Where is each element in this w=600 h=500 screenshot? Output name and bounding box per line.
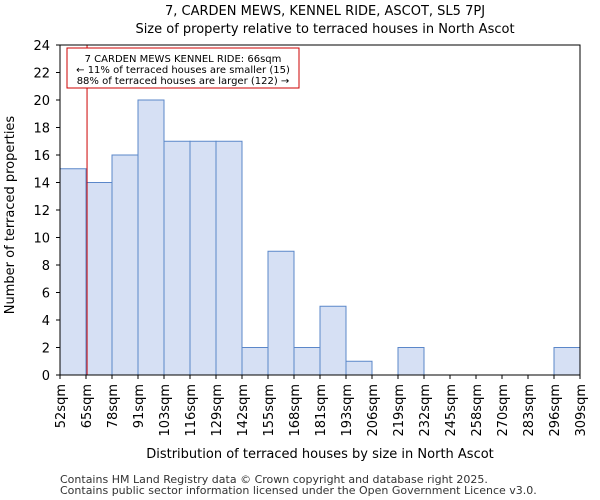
y-tick-label: 4	[42, 314, 50, 329]
x-tick-label-206sqm: 206sqm	[366, 384, 381, 437]
y-tick-label: 12	[33, 204, 50, 219]
plot-frame	[59, 44, 581, 376]
y-tick-label: 18	[33, 122, 50, 137]
y-axis-label: Number of terraced properties	[3, 116, 18, 315]
y-tick-label: 6	[42, 287, 50, 302]
y-tick-label: 20	[33, 94, 50, 109]
x-tick-label-65sqm: 65sqm	[80, 384, 95, 428]
x-tick-label-91sqm: 91sqm	[132, 384, 147, 428]
footer-line-1: Contains HM Land Registry data © Crown c…	[60, 473, 488, 486]
bar-219sqm	[397, 347, 425, 376]
y-tick-label: 16	[33, 149, 50, 164]
x-tick-label-219sqm: 219sqm	[392, 384, 407, 437]
y-tick-label: 2	[42, 342, 50, 357]
bar-65sqm	[85, 182, 113, 376]
footer-line-2: Contains public sector information licen…	[60, 484, 537, 497]
x-tick-label-116sqm: 116sqm	[184, 384, 199, 437]
chart-subtitle: Size of property relative to terraced ho…	[135, 22, 514, 37]
bar-103sqm	[163, 140, 191, 376]
x-tick-label-129sqm: 129sqm	[210, 384, 225, 437]
x-axis-label: Distribution of terraced houses by size …	[146, 447, 494, 462]
x-tick-label-52sqm: 52sqm	[54, 384, 69, 428]
bar-116sqm	[189, 140, 217, 376]
bar-142sqm	[241, 347, 269, 376]
annotation-box: 7 CARDEN MEWS KENNEL RIDE: 66sqm ← 11% o…	[66, 47, 300, 89]
annotation-line-1: 7 CARDEN MEWS KENNEL RIDE: 66sqm	[85, 54, 282, 65]
y-tick-label: 22	[33, 67, 50, 82]
bar-296sqm	[553, 347, 581, 376]
bar-129sqm	[215, 140, 243, 376]
x-tick-label-155sqm: 155sqm	[262, 384, 277, 437]
bar-181sqm	[319, 305, 347, 376]
x-tick-label-232sqm: 232sqm	[418, 384, 433, 437]
x-tick-label-245sqm: 245sqm	[444, 384, 459, 437]
x-tick-label-103sqm: 103sqm	[158, 384, 173, 437]
x-ticks-group: 52sqm 65sqm 78sqm 91sqm 103sqm 116sqm 129sqm 14…	[54, 375, 589, 437]
y-tick-label: 8	[42, 259, 50, 274]
bars-group	[59, 99, 581, 376]
x-tick-label-78sqm: 78sqm	[106, 384, 121, 428]
x-tick-label-258sqm: 258sqm	[470, 384, 485, 437]
x-tick-label-270sqm: 270sqm	[496, 384, 511, 437]
y-tick-label: 14	[33, 177, 50, 192]
y-tick-label: 24	[33, 39, 50, 54]
x-tick-label-309sqm: 309sqm	[574, 384, 589, 437]
x-tick-label-296sqm: 296sqm	[548, 384, 563, 437]
bar-193sqm	[345, 360, 373, 376]
bar-168sqm	[293, 347, 321, 376]
annotation-line-3: 88% of terraced houses are larger (122) …	[77, 76, 290, 87]
x-tick-label-168sqm: 168sqm	[288, 384, 303, 437]
x-tick-label-181sqm: 181sqm	[314, 384, 329, 437]
bar-155sqm	[267, 250, 295, 376]
x-tick-label-142sqm: 142sqm	[236, 384, 251, 437]
bar-91sqm	[137, 99, 165, 376]
annotation-line-2: ← 11% of terraced houses are smaller (15…	[76, 65, 290, 76]
y-tick-label: 0	[42, 369, 50, 384]
bar-78sqm	[111, 154, 139, 376]
y-tick-label: 10	[33, 232, 50, 247]
annotation-frame	[66, 47, 300, 89]
chart-title: 7, CARDEN MEWS, KENNEL RIDE, ASCOT, SL5 …	[165, 4, 485, 19]
x-tick-label-283sqm: 283sqm	[522, 384, 537, 437]
x-tick-label-193sqm: 193sqm	[340, 384, 355, 437]
bar-52sqm	[59, 168, 87, 376]
